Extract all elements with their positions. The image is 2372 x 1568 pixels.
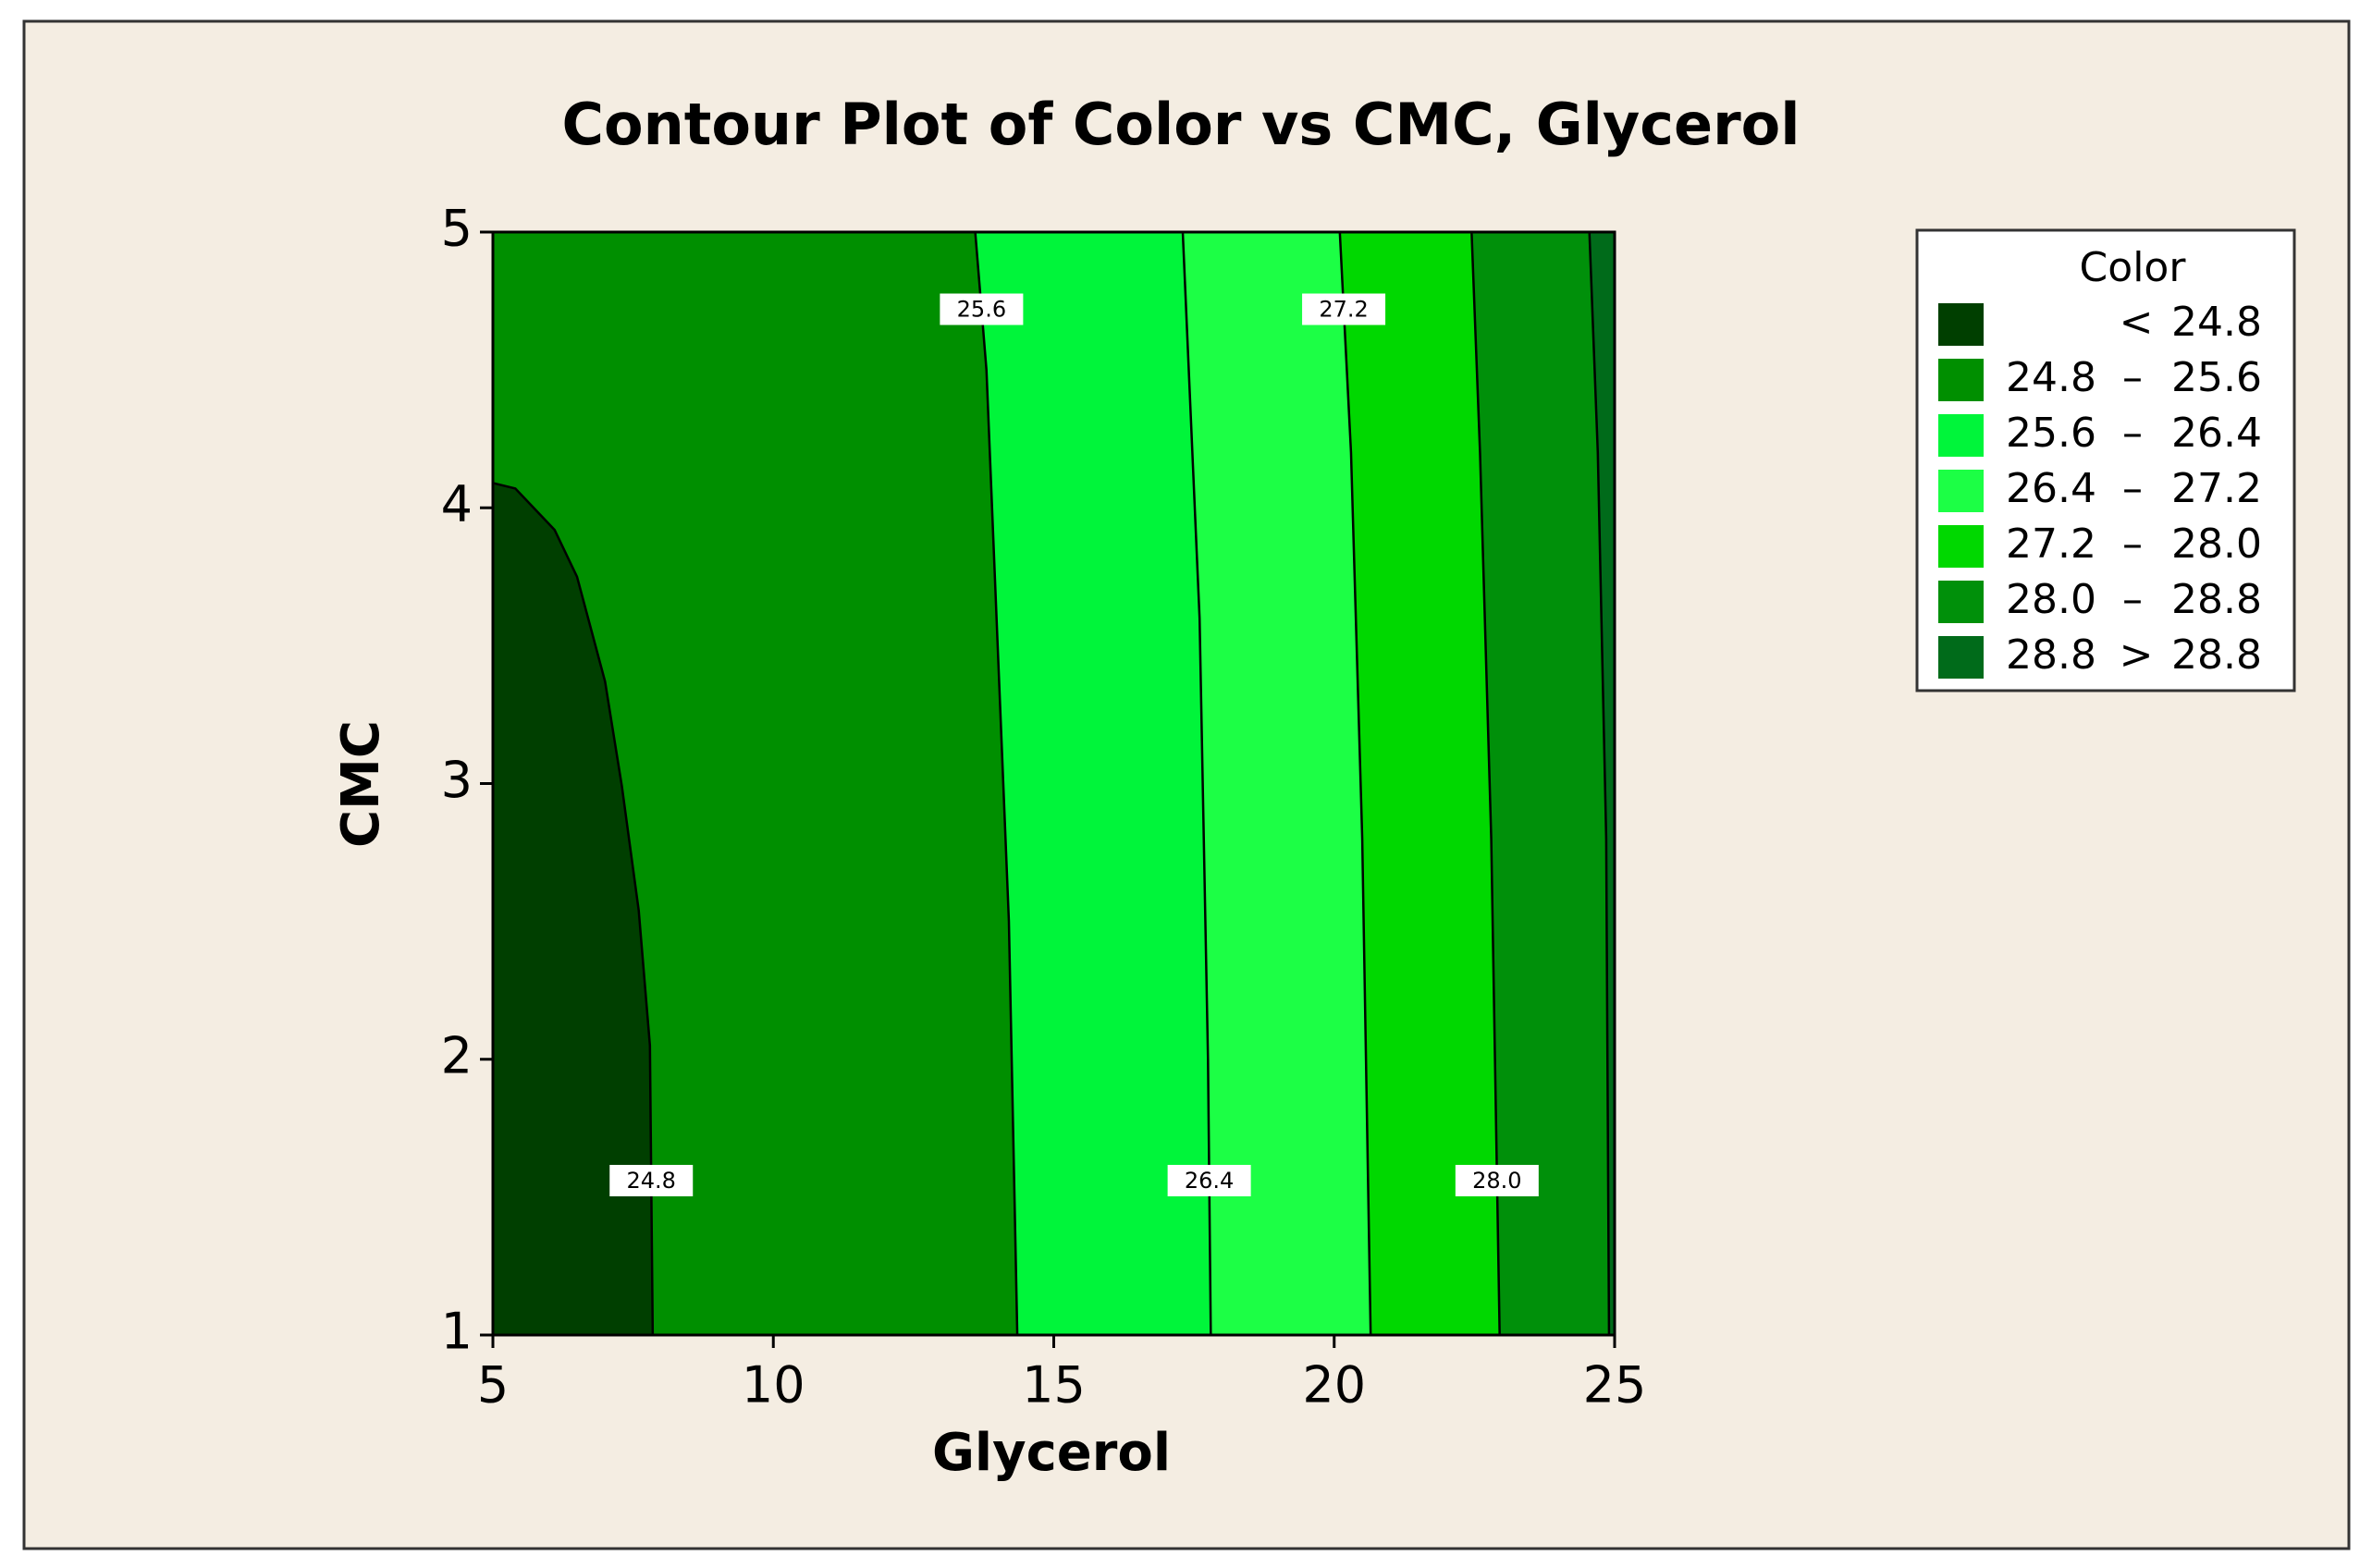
legend-high: 28.8 <box>2171 576 2262 623</box>
contour-label: 25.6 <box>957 297 1006 323</box>
contour-line <box>1338 231 1372 1336</box>
legend-low: 24.8 <box>2006 354 2096 401</box>
y-axis-label: CMC <box>331 720 391 848</box>
x-tick-label: 10 <box>742 1356 805 1415</box>
chart-title: Contour Plot of Color vs CMC, Glycerol <box>561 91 1800 158</box>
legend-symbol: – <box>2122 521 2143 568</box>
contour-line <box>1181 231 1212 1336</box>
contour-band <box>493 483 653 1335</box>
y-tick-label: 1 <box>441 1303 473 1361</box>
plot-area: 24.8 25.6 26.4 27.2 28.0 5 10 15 20 25 1 2 3 4 5 <box>441 200 1647 1415</box>
y-tick-label: 3 <box>441 751 473 809</box>
legend-symbol: – <box>2122 410 2143 457</box>
contour-line <box>1588 231 1611 1336</box>
contour-label-box <box>1455 1164 1539 1196</box>
x-tick-label: 5 <box>477 1356 509 1415</box>
legend-high: 28.8 <box>2171 631 2262 679</box>
contour-label-box <box>1167 1164 1251 1196</box>
contour-label-box <box>1302 293 1386 325</box>
legend-swatch <box>1938 359 1984 401</box>
y-tick-label: 5 <box>441 200 473 258</box>
legend-low: 28.8 <box>2006 631 2096 679</box>
x-tick-label: 25 <box>1583 1356 1647 1415</box>
legend-swatch <box>1938 636 1984 679</box>
x-tick-label: 20 <box>1302 1356 1366 1415</box>
legend-swatch <box>1938 525 1984 568</box>
legend-swatch <box>1938 303 1984 346</box>
x-axis-label: Glycerol <box>932 1423 1171 1483</box>
legend-symbol: – <box>2122 354 2143 401</box>
legend-swatch <box>1938 470 1984 512</box>
x-tick-label: 15 <box>1022 1356 1086 1415</box>
legend-low: 25.6 <box>2006 410 2096 457</box>
legend-title: Color <box>2080 244 2187 291</box>
legend-low: 28.0 <box>2006 576 2096 623</box>
legend-high: 26.4 <box>2171 410 2262 457</box>
legend-symbol: – <box>2122 576 2143 623</box>
contour-label: 27.2 <box>1319 297 1368 323</box>
contour-label: 26.4 <box>1185 1168 1234 1194</box>
contour-label: 28.0 <box>1472 1168 1521 1194</box>
legend-low: 26.4 <box>2006 465 2096 512</box>
legend: Color <24.824.8–25.625.6–26.426.4–27.227… <box>1915 228 2296 692</box>
legend-symbol: < <box>2120 299 2154 346</box>
y-tick-label: 4 <box>441 475 473 533</box>
legend-symbol: – <box>2122 465 2143 512</box>
legend-symbol: > <box>2120 631 2154 679</box>
legend-high: 28.0 <box>2171 521 2262 568</box>
legend-high: 24.8 <box>2171 299 2262 346</box>
legend-high: 25.6 <box>2171 354 2262 401</box>
contour-label-box <box>609 1164 694 1196</box>
contour-label-box <box>940 293 1024 325</box>
legend-high: 27.2 <box>2171 465 2262 512</box>
y-tick-label: 2 <box>441 1026 473 1084</box>
legend-swatch <box>1938 414 1984 457</box>
legend-low: 27.2 <box>2006 521 2096 568</box>
contour-label: 24.8 <box>627 1168 676 1194</box>
legend-swatch <box>1938 581 1984 623</box>
contour-line <box>492 482 655 1336</box>
contour-line <box>1470 231 1501 1336</box>
